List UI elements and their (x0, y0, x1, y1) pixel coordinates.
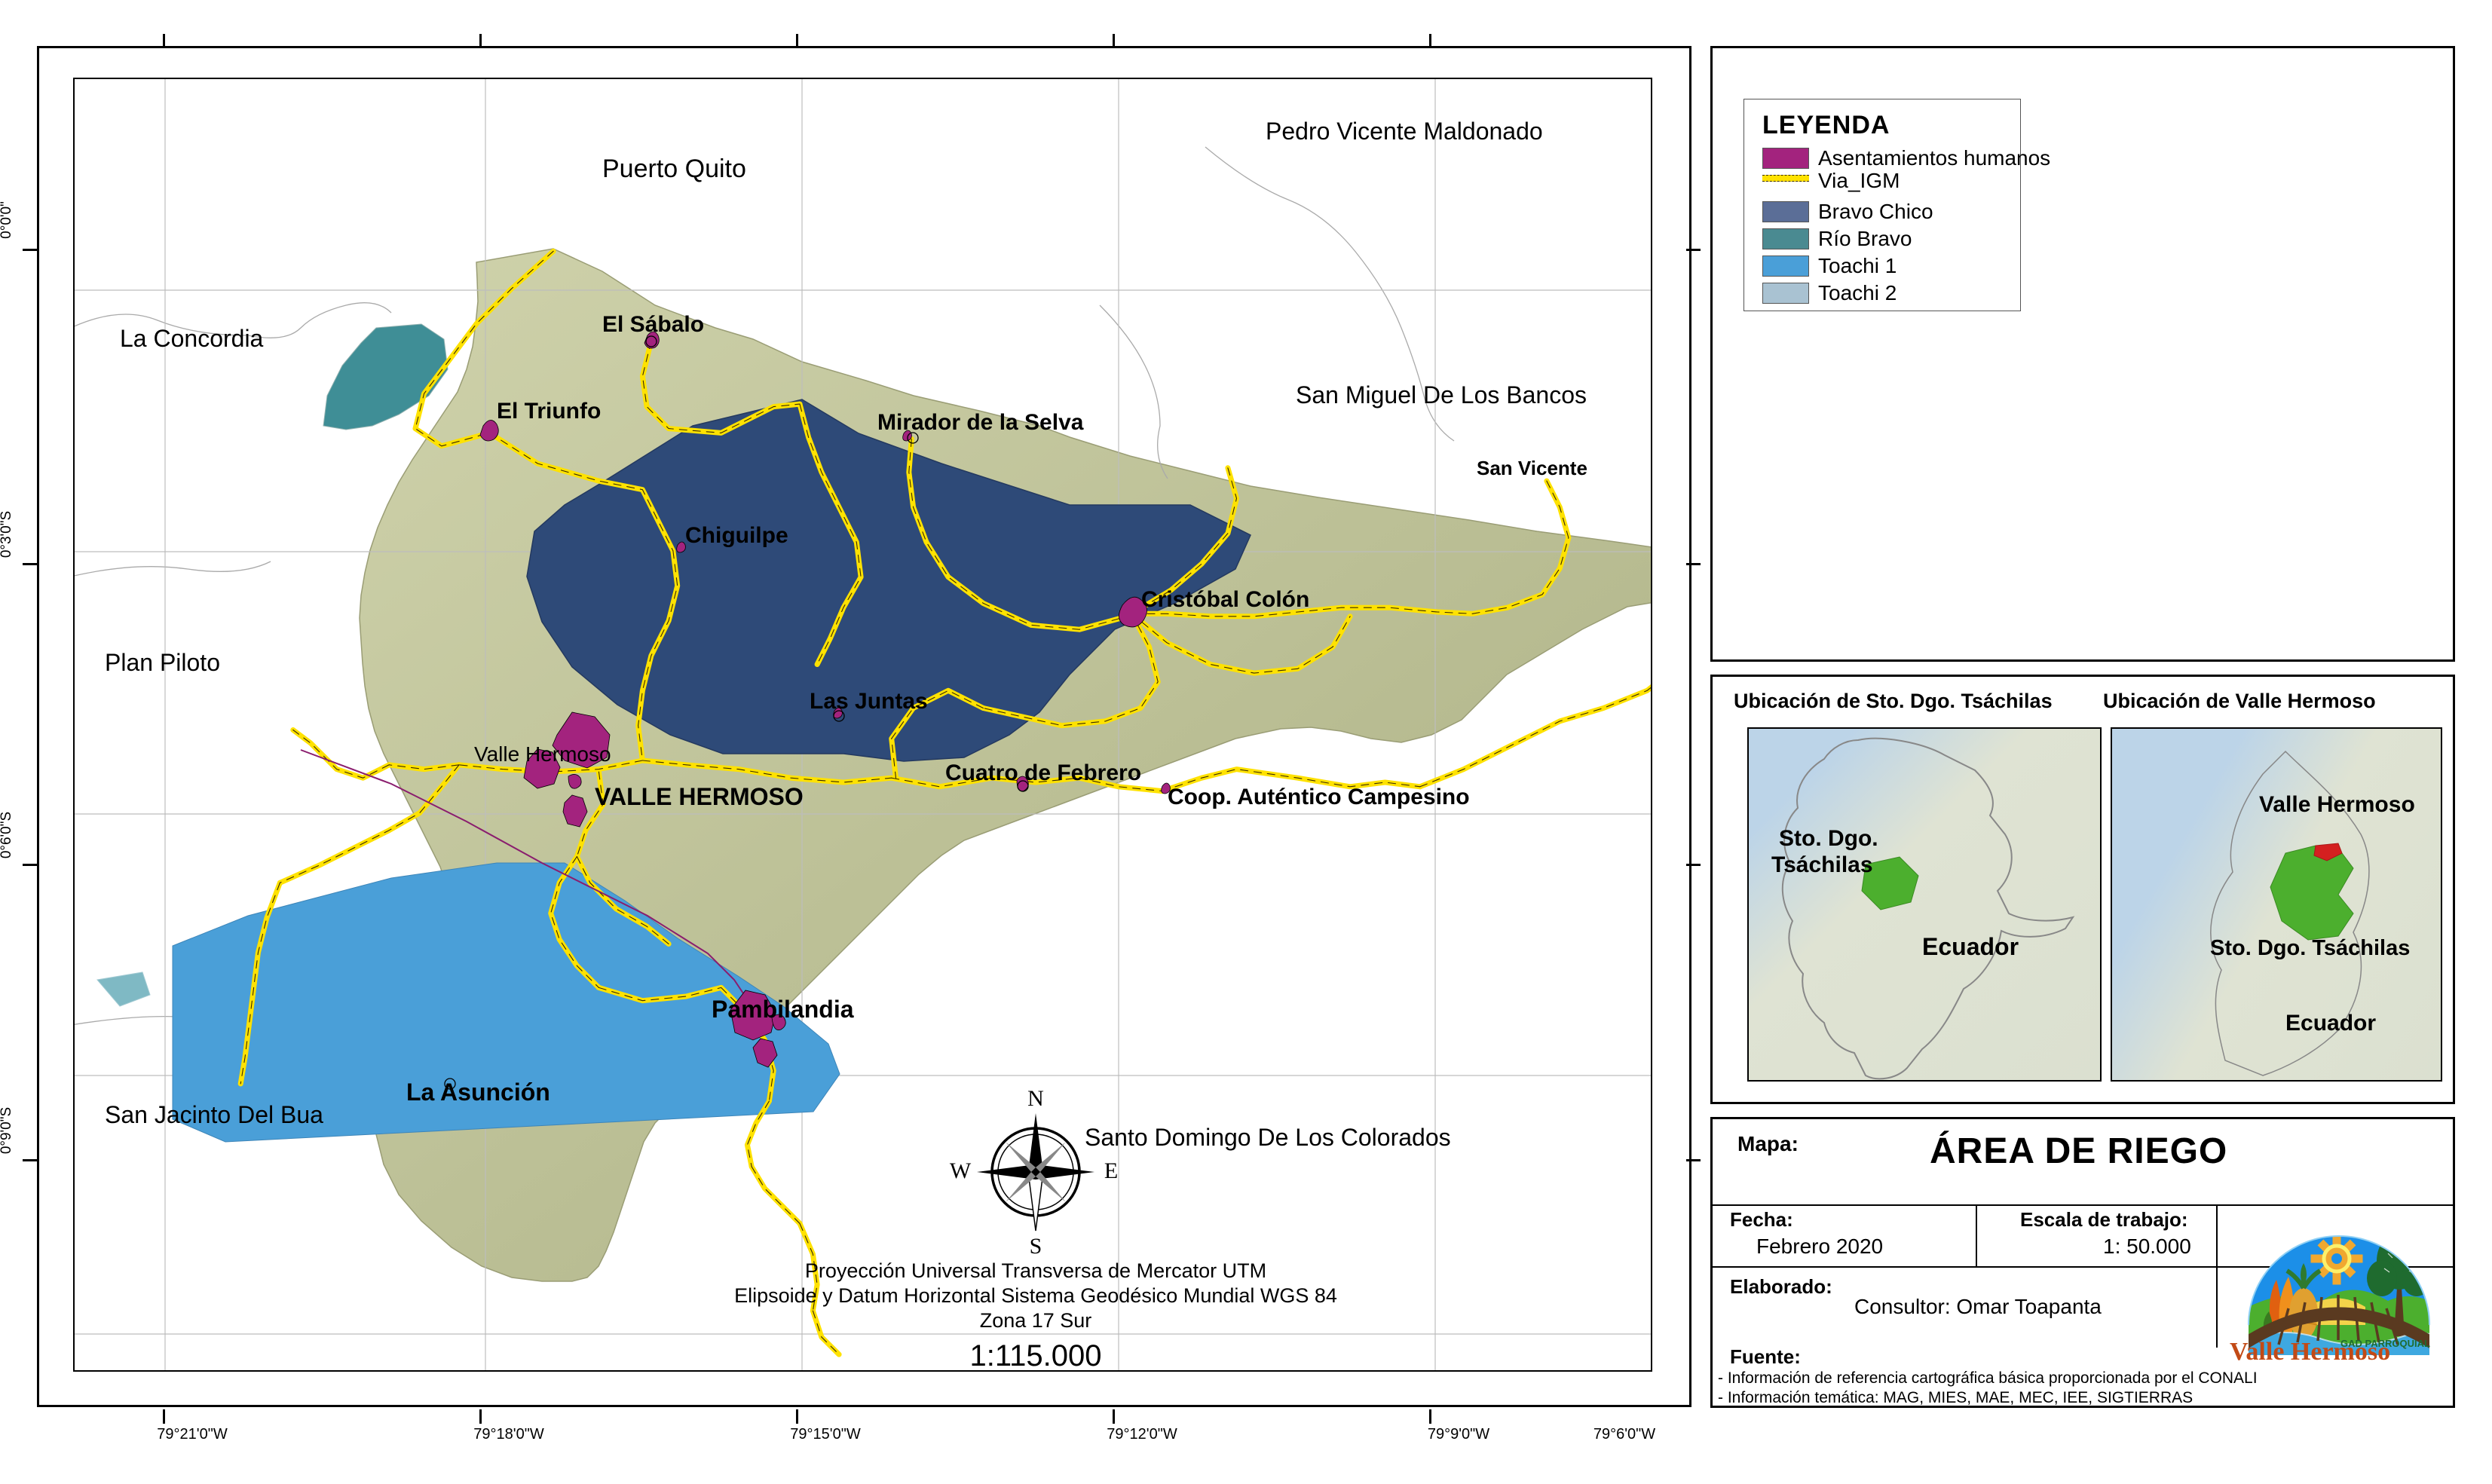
svg-text:Plan Piloto: Plan Piloto (105, 649, 220, 676)
svg-text:San Vicente: San Vicente (1477, 457, 1587, 479)
svg-text:Tsáchilas: Tsáchilas (1771, 852, 1873, 877)
svg-text:Pedro Vicente Maldonado: Pedro Vicente Maldonado (1266, 118, 1543, 145)
svg-text:Proyección Universal Transvers: Proyección Universal Transversa de Merca… (805, 1259, 1266, 1282)
svg-text:Valle Hermoso: Valle Hermoso (474, 742, 611, 766)
svg-text:Pambilandia: Pambilandia (712, 996, 854, 1023)
svg-text:Zona 17 Sur: Zona 17 Sur (980, 1309, 1092, 1332)
svg-text:Cristóbal Colón: Cristóbal Colón (1141, 587, 1309, 612)
svg-text:Chiguilpe: Chiguilpe (685, 523, 788, 548)
svg-text:Sto. Dgo. Tsáchilas: Sto. Dgo. Tsáchilas (2210, 936, 2410, 960)
svg-text:Sto. Dgo.: Sto. Dgo. (1779, 826, 1878, 851)
svg-text:El Sábalo: El Sábalo (602, 312, 704, 337)
svg-text:N: N (1027, 1086, 1044, 1111)
svg-text:San Miguel De Los Bancos: San Miguel De Los Bancos (1296, 381, 1587, 408)
svg-text:VALLE HERMOSO: VALLE HERMOSO (595, 783, 804, 810)
svg-text:Cuatro de Febrero: Cuatro de Febrero (945, 760, 1141, 785)
svg-text:1:115.000: 1:115.000 (970, 1339, 1102, 1372)
svg-text:S: S (1030, 1234, 1042, 1259)
svg-text:Puerto Quito: Puerto Quito (602, 155, 746, 183)
svg-text:San Jacinto Del Bua: San Jacinto Del Bua (105, 1101, 323, 1128)
svg-text:Elipsoide y Datum Horizontal S: Elipsoide y Datum Horizontal Sistema Geo… (734, 1284, 1337, 1307)
svg-text:Las Juntas: Las Juntas (810, 689, 928, 714)
svg-text:El Triunfo: El Triunfo (497, 399, 601, 424)
svg-text:Ecuador: Ecuador (2285, 1011, 2376, 1036)
svg-text:Santo Domingo De Los Colorados: Santo Domingo De Los Colorados (1085, 1124, 1451, 1151)
svg-text:W: W (950, 1158, 972, 1183)
svg-text:Valle Hermoso: Valle Hermoso (2259, 792, 2415, 817)
svg-text:E: E (1104, 1158, 1118, 1183)
svg-text:Mirador de la Selva: Mirador de la Selva (877, 410, 1084, 435)
svg-text:La Concordia: La Concordia (120, 325, 264, 352)
svg-text:Ecuador: Ecuador (1922, 933, 2019, 960)
svg-text:Coop. Auténtico Campesino: Coop. Auténtico Campesino (1168, 785, 1470, 809)
svg-text:La Asunción: La Asunción (406, 1079, 550, 1106)
